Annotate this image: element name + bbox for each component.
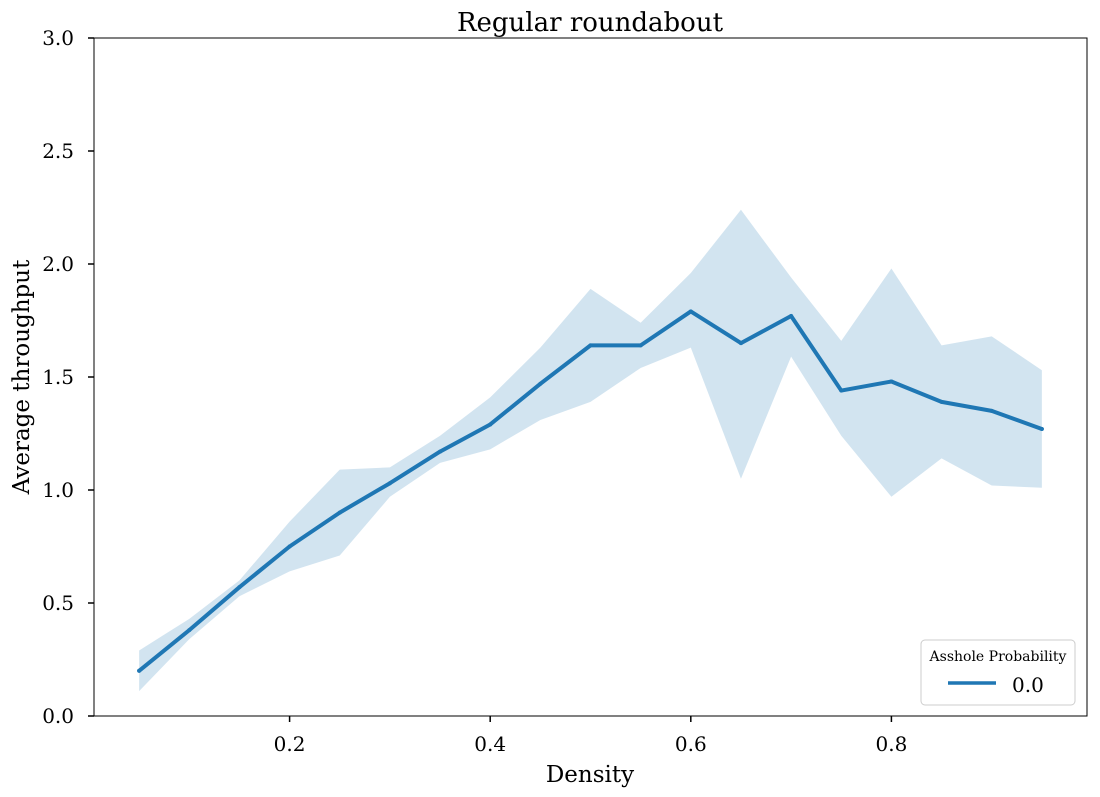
legend-title: Asshole Probability xyxy=(929,649,1067,665)
series-line-layer xyxy=(137,309,1044,673)
confidence-band-0 xyxy=(139,209,1042,692)
x-tick-label: 0.8 xyxy=(876,732,908,756)
confidence-band-layer xyxy=(139,209,1042,692)
data-point-0-7 xyxy=(488,422,493,427)
x-axis-label: Density xyxy=(546,762,634,788)
data-point-0-14 xyxy=(839,388,844,393)
data-point-0-5 xyxy=(387,481,392,486)
data-point-0-11 xyxy=(688,309,693,314)
data-point-0-2 xyxy=(237,585,242,590)
y-tick-label: 1.0 xyxy=(42,478,74,502)
legend-frame xyxy=(920,639,1076,706)
data-point-0-9 xyxy=(588,343,593,348)
legend: Asshole Probability 0.0 xyxy=(920,639,1076,706)
x-tick-label: 0.4 xyxy=(474,732,506,756)
data-point-0-3 xyxy=(287,544,292,549)
data-point-0-13 xyxy=(789,313,794,318)
y-tick-label: 0.5 xyxy=(42,591,74,615)
y-tick-label: 1.5 xyxy=(42,365,74,389)
data-point-0-17 xyxy=(989,408,994,413)
data-point-0-15 xyxy=(889,379,894,384)
y-tick-label: 3.0 xyxy=(42,26,74,50)
data-point-0-10 xyxy=(638,343,643,348)
x-axis-ticks: 0.2 0.4 0.6 0.8 xyxy=(274,716,908,756)
legend-entry-0: 0.0 xyxy=(1012,673,1044,697)
y-axis-label: Average throughput xyxy=(9,259,35,495)
data-point-0-4 xyxy=(337,510,342,515)
chart-title: Regular roundabout xyxy=(457,8,724,38)
data-point-0-12 xyxy=(738,341,743,346)
data-point-0-18 xyxy=(1039,426,1044,431)
x-tick-label: 0.2 xyxy=(274,732,306,756)
data-point-0-6 xyxy=(438,449,443,454)
y-tick-label: 0.0 xyxy=(42,704,74,728)
data-point-0-8 xyxy=(538,381,543,386)
data-point-0-16 xyxy=(939,399,944,404)
data-point-0-1 xyxy=(187,628,192,633)
data-point-0-0 xyxy=(137,668,142,673)
y-tick-label: 2.5 xyxy=(42,139,74,163)
y-tick-label: 2.0 xyxy=(42,252,74,276)
x-tick-label: 0.6 xyxy=(675,732,707,756)
y-axis-ticks: 0.0 0.5 1.0 1.5 2.0 2.5 3.0 xyxy=(42,26,94,728)
